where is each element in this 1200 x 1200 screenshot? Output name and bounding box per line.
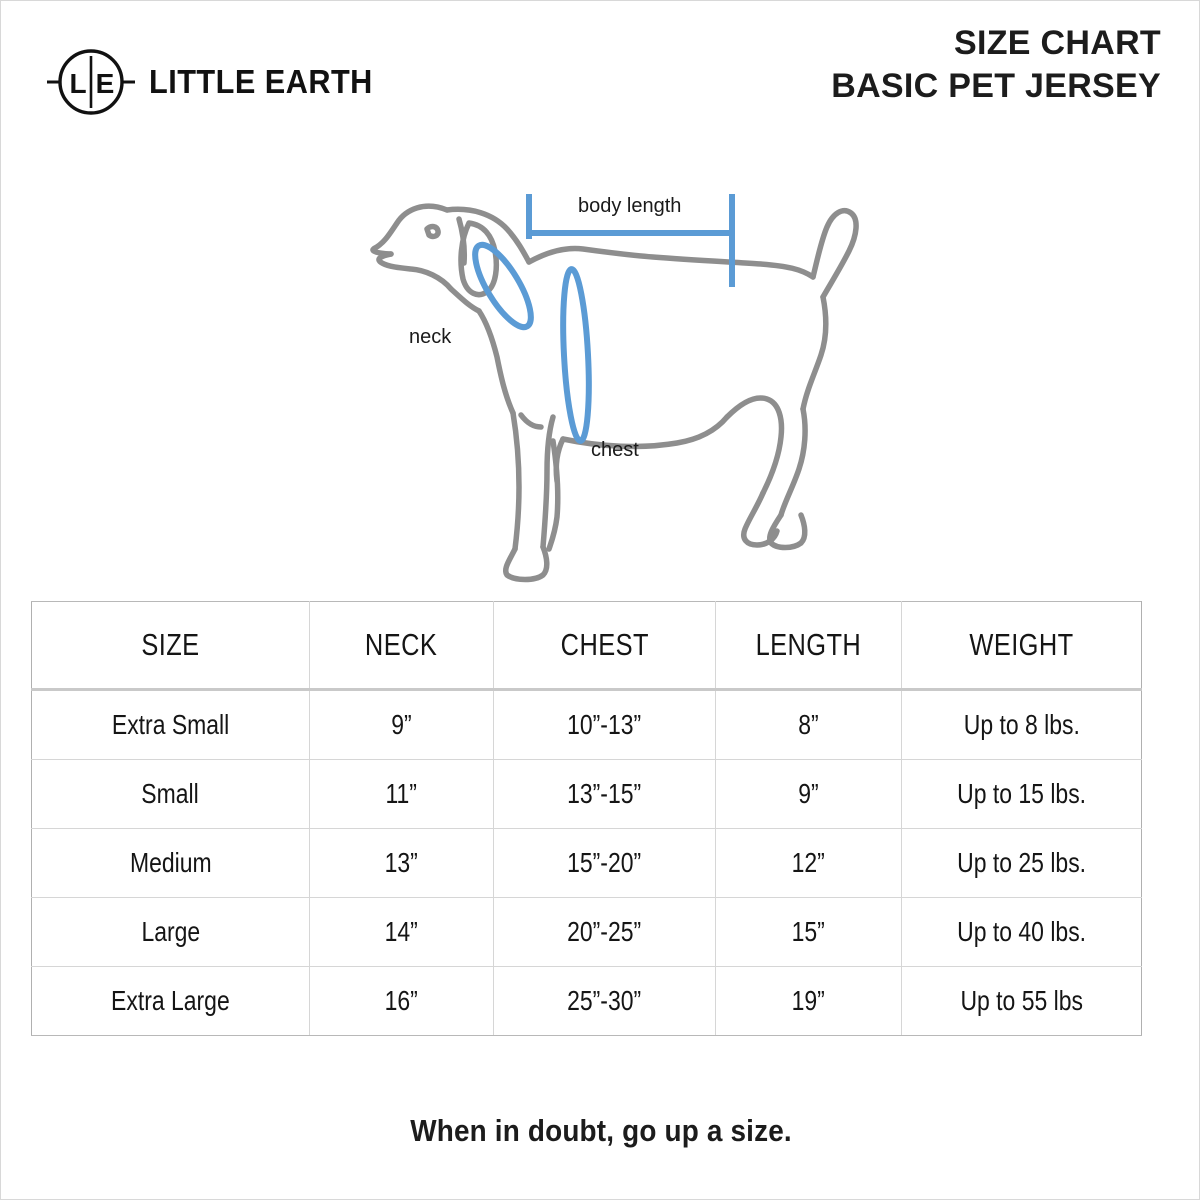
cell-neck-text: 11” xyxy=(385,778,418,809)
cell-chest: 13”-15” xyxy=(493,759,716,829)
brand-name: LITTLE EARTH xyxy=(149,63,373,100)
little-earth-logo-icon: L E xyxy=(47,49,135,115)
table-row: Medium 13” 15”-20” 12” Up to 25 lbs. xyxy=(31,828,1142,898)
page-subtitle: BASIC PET JERSEY xyxy=(831,66,1161,105)
cell-neck-text: 14” xyxy=(384,916,419,947)
cell-length-text: 19” xyxy=(791,985,826,1016)
cell-chest: 20”-25” xyxy=(493,897,716,967)
cell-size-text: Extra Small xyxy=(111,709,230,740)
cell-length: 15” xyxy=(715,897,902,967)
page-title: SIZE CHART xyxy=(954,24,1161,62)
cell-chest: 15”-20” xyxy=(493,828,716,898)
cell-chest: 10”-13” xyxy=(493,689,716,760)
cell-neck: 11” xyxy=(309,759,494,829)
footer-note-text: When in doubt, go up a size. xyxy=(410,1113,792,1148)
neck-label: neck xyxy=(409,326,452,348)
cell-weight-text: Up to 25 lbs. xyxy=(957,847,1086,878)
table-row: Large 14” 20”-25” 15” Up to 40 lbs. xyxy=(31,897,1142,967)
logo-monogram-left: L xyxy=(69,68,86,99)
column-header-length-text: LENGTH xyxy=(755,627,862,662)
table-header-row: SIZE NECK CHEST LENGTH WEIGHT xyxy=(31,601,1142,691)
cell-length-text: 15” xyxy=(791,916,826,947)
page-header: L E LITTLE EARTH SIZE CHART BASIC PET JE… xyxy=(1,1,1200,151)
cell-weight-text: Up to 8 lbs. xyxy=(963,709,1080,740)
cell-neck: 16” xyxy=(309,966,494,1036)
column-header-weight: WEIGHT xyxy=(901,601,1142,691)
cell-size-text: Large xyxy=(141,916,200,947)
cell-weight: Up to 25 lbs. xyxy=(901,828,1142,898)
cell-size-text: Small xyxy=(141,778,200,809)
cell-chest: 25”-30” xyxy=(493,966,716,1036)
chest-measure-loop xyxy=(560,266,592,444)
measurement-lines-blue xyxy=(472,194,735,444)
cell-length: 19” xyxy=(715,966,902,1036)
cell-chest-text: 10”-13” xyxy=(567,709,642,740)
cell-size: Small xyxy=(31,759,310,829)
cell-weight: Up to 8 lbs. xyxy=(901,689,1142,760)
cell-length: 8” xyxy=(715,689,902,760)
cell-weight-text: Up to 40 lbs. xyxy=(957,916,1086,947)
cell-weight: Up to 40 lbs. xyxy=(901,897,1142,967)
cell-neck-text: 13” xyxy=(384,847,419,878)
cell-length-text: 8” xyxy=(798,709,819,740)
cell-size-text: Extra Large xyxy=(111,985,230,1016)
column-header-neck: NECK xyxy=(309,601,494,691)
table-row: Extra Small 9” 10”-13” 8” Up to 8 lbs. xyxy=(31,689,1142,760)
cell-size: Medium xyxy=(31,828,310,898)
table-row: Small 11” 13”-15” 9” Up to 15 lbs. xyxy=(31,759,1142,829)
body-length-label: body length xyxy=(578,195,682,217)
cell-length-text: 12” xyxy=(791,847,826,878)
column-header-neck-text: NECK xyxy=(365,627,438,662)
cell-size-text: Medium xyxy=(129,847,212,878)
column-header-size-text: SIZE xyxy=(141,627,200,662)
size-table: SIZE NECK CHEST LENGTH WEIGHT Extra Smal… xyxy=(31,601,1142,1036)
cell-weight-text: Up to 55 lbs xyxy=(960,985,1083,1016)
cell-neck-text: 9” xyxy=(391,709,412,740)
cell-neck: 9” xyxy=(309,689,494,760)
cell-size: Extra Large xyxy=(31,966,310,1036)
cell-weight-text: Up to 15 lbs. xyxy=(957,778,1086,809)
neck-measure-loop xyxy=(472,241,534,331)
dog-side-profile-outline-icon xyxy=(370,194,859,583)
size-table-container: SIZE NECK CHEST LENGTH WEIGHT Extra Smal… xyxy=(31,601,1142,1036)
chest-label: chest xyxy=(591,439,639,461)
footer-note: When in doubt, go up a size. xyxy=(1,1113,1200,1149)
cell-length: 9” xyxy=(715,759,902,829)
size-table-body: Extra Small 9” 10”-13” 8” Up to 8 lbs. S… xyxy=(31,689,1142,1036)
column-header-length: LENGTH xyxy=(715,601,902,691)
logo-monogram-right: E xyxy=(96,68,115,99)
cell-chest-text: 15”-20” xyxy=(567,847,642,878)
column-header-chest-text: CHEST xyxy=(560,627,649,662)
cell-chest-text: 25”-30” xyxy=(567,985,642,1016)
size-table-head: SIZE NECK CHEST LENGTH WEIGHT xyxy=(31,601,1142,691)
cell-neck: 14” xyxy=(309,897,494,967)
cell-length: 12” xyxy=(715,828,902,898)
cell-chest-text: 13”-15” xyxy=(567,778,642,809)
cell-neck-text: 16” xyxy=(384,985,419,1016)
measurement-diagram: body length neck chest xyxy=(1,151,1200,591)
cell-weight: Up to 55 lbs xyxy=(901,966,1142,1036)
cell-size: Large xyxy=(31,897,310,967)
title-block: SIZE CHART BASIC PET JERSEY xyxy=(831,25,1161,104)
cell-size: Extra Small xyxy=(31,689,310,760)
cell-neck: 13” xyxy=(309,828,494,898)
column-header-chest: CHEST xyxy=(493,601,716,691)
cell-weight: Up to 15 lbs. xyxy=(901,759,1142,829)
table-row: Extra Large 16” 25”-30” 19” Up to 55 lbs xyxy=(31,966,1142,1036)
column-header-weight-text: WEIGHT xyxy=(969,627,1074,662)
column-header-size: SIZE xyxy=(31,601,310,691)
cell-length-text: 9” xyxy=(798,778,819,809)
brand-lockup: L E LITTLE EARTH xyxy=(45,47,390,117)
cell-chest-text: 20”-25” xyxy=(567,916,642,947)
